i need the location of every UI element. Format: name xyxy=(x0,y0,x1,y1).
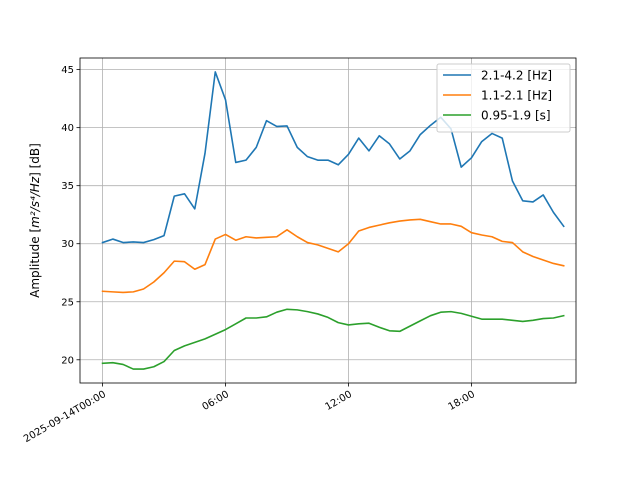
series-line-2 xyxy=(101,218,565,294)
legend-label-1: 2.1-4.2 [Hz] xyxy=(481,69,552,83)
y-tick-label: 30 xyxy=(61,239,74,250)
legend-label-3: 0.95-1.9 [s] xyxy=(481,109,551,123)
legend-entries: 2.1-4.2 [Hz] 1.1-2.1 [Hz] 0.95-1.9 [s] xyxy=(443,69,552,123)
legend-label-2: 1.1-2.1 [Hz] xyxy=(481,89,552,103)
y-axis-ticks: 20 25 30 35 40 45 xyxy=(61,65,80,366)
y-axis-label-units: m²/s⁴/Hz xyxy=(28,176,42,228)
y-tick-label: 25 xyxy=(61,297,74,308)
y-tick-label: 45 xyxy=(61,65,74,76)
series-line-3 xyxy=(101,308,565,370)
series-line-1 xyxy=(101,71,565,244)
y-tick-label: 40 xyxy=(61,123,74,134)
plot-frame xyxy=(79,57,577,384)
y-tick-label: 20 xyxy=(61,355,74,366)
y-axis-label-prefix: Amplitude [ xyxy=(28,228,42,298)
legend: 2.1-4.2 [Hz] 1.1-2.1 [Hz] 0.95-1.9 [s] xyxy=(436,63,571,133)
y-axis-label-suffix: ] [dB] xyxy=(28,143,42,177)
y-tick-label: 35 xyxy=(61,181,74,192)
y-axis-label: Amplitude [m²/s⁴/Hz] [dB] xyxy=(28,143,42,298)
series-lines xyxy=(101,71,565,370)
